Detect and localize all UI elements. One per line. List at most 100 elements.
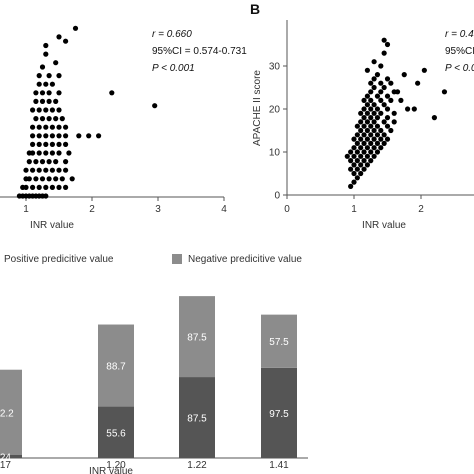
panel-a-point bbox=[43, 51, 49, 57]
bar-negative bbox=[0, 369, 22, 456]
panel-b-point bbox=[371, 153, 377, 159]
panel-a-point bbox=[46, 159, 52, 165]
panel-b-point bbox=[358, 170, 364, 177]
panel-a-point bbox=[26, 159, 32, 165]
panel-b-point bbox=[368, 158, 374, 164]
panel-a-x-axis-label: INR value bbox=[30, 220, 74, 231]
panel-b-point bbox=[348, 183, 354, 189]
panel-a-point bbox=[29, 150, 36, 156]
panel-a-point bbox=[76, 133, 82, 139]
panel-a-ci-stat: 95%CI = 0.574-0.731 bbox=[152, 46, 247, 57]
panel-a-point bbox=[56, 34, 62, 40]
panel-b-point bbox=[358, 162, 364, 168]
panel-b-point bbox=[364, 93, 370, 99]
panel-b-x-tick-label: 2 bbox=[418, 204, 424, 215]
panel-b-x-tick-label: 0 bbox=[284, 204, 290, 215]
panel-b-point bbox=[384, 115, 391, 121]
panel-a-point bbox=[63, 159, 69, 165]
panel-a-point bbox=[59, 116, 65, 122]
bar-negative-value: 57.5 bbox=[269, 337, 289, 348]
panel-b-point bbox=[388, 80, 394, 86]
panel-b-point bbox=[384, 106, 391, 112]
panel-b-point bbox=[384, 41, 391, 48]
panel-b-point bbox=[374, 93, 381, 99]
panel-b-point bbox=[361, 132, 367, 138]
panel-b-y-tick-label: 0 bbox=[274, 191, 280, 202]
panel-b-point bbox=[381, 84, 387, 91]
panel-b-point bbox=[348, 149, 354, 155]
bar-negative bbox=[179, 296, 215, 378]
bar-positive-value: .24 bbox=[0, 453, 11, 464]
panel-b-point bbox=[378, 97, 384, 103]
panel-b-point bbox=[388, 127, 394, 134]
legend-negative-swatch bbox=[172, 254, 182, 264]
panel-a-point bbox=[36, 107, 42, 113]
panel-a-point bbox=[66, 150, 72, 156]
panel-b-point bbox=[384, 136, 391, 142]
panel-a-point bbox=[49, 133, 56, 139]
panel-a-point bbox=[43, 141, 49, 147]
panel-b-point bbox=[364, 110, 370, 116]
panel-b-point bbox=[371, 145, 377, 151]
panel-a-point bbox=[23, 167, 29, 173]
panel-b-point bbox=[364, 136, 370, 142]
panel-b-point bbox=[398, 97, 404, 103]
panel-b-y-tick-label: 10 bbox=[269, 148, 281, 159]
panel-a-point bbox=[59, 176, 65, 182]
panel-b-point bbox=[364, 102, 370, 108]
panel-b-point bbox=[364, 127, 370, 134]
panel-b-point bbox=[371, 84, 377, 91]
panel-b-point bbox=[361, 149, 367, 155]
bar-positive bbox=[179, 377, 215, 458]
panel-b-point bbox=[371, 102, 377, 108]
panel-a-point bbox=[36, 141, 42, 147]
panel-a-point bbox=[43, 124, 49, 130]
panel-a-point bbox=[39, 116, 46, 122]
panel-a-point bbox=[53, 159, 59, 165]
panel-b-point bbox=[391, 110, 397, 116]
panel-b-point bbox=[384, 76, 391, 82]
panel-a-point bbox=[56, 107, 62, 113]
panel-a-point bbox=[46, 73, 52, 79]
panel-b-point bbox=[384, 123, 391, 129]
bar-positive-value: 55.6 bbox=[106, 428, 126, 439]
panel-b-point bbox=[371, 76, 377, 82]
panel-b-y-axis-label: APACHE II score bbox=[252, 70, 263, 146]
panel-a-point bbox=[56, 150, 62, 156]
panel-a-point bbox=[53, 176, 59, 182]
panel-b-point bbox=[401, 72, 407, 78]
panel-b-label: B bbox=[250, 1, 260, 17]
panel-b-point bbox=[381, 102, 387, 108]
panel-b-point bbox=[354, 149, 360, 155]
bar-negative-value: 87.5 bbox=[187, 333, 207, 344]
panel-b-point bbox=[374, 72, 381, 78]
panel-b-point bbox=[371, 110, 377, 116]
panel-b-point bbox=[361, 106, 367, 112]
panel-b-point bbox=[381, 50, 387, 56]
panel-b-point bbox=[368, 140, 374, 146]
panel-b-point bbox=[441, 89, 448, 95]
panel-b-point bbox=[431, 115, 437, 121]
panel-a-p-stat: P < 0.001 bbox=[152, 63, 195, 74]
panel-a-point bbox=[46, 116, 52, 122]
panel-b-point bbox=[351, 170, 357, 177]
panel-b-point bbox=[374, 149, 381, 155]
panel-b-point bbox=[374, 140, 381, 146]
panel-b-point bbox=[381, 140, 387, 146]
panel-a-x-tick-label: 2 bbox=[89, 204, 95, 215]
panel-b-x-tick-label: 1 bbox=[351, 204, 357, 215]
panel-b-point bbox=[415, 80, 421, 86]
panel-a-point bbox=[63, 184, 69, 190]
panel-b-point bbox=[374, 132, 381, 138]
panel-b-point bbox=[384, 93, 391, 99]
panel-b-ci-stat: 95%CI = 0. bbox=[445, 46, 474, 57]
panel-b-r-stat: r = 0.4 bbox=[445, 29, 474, 40]
panel-b-point bbox=[354, 175, 360, 181]
panel-b-point bbox=[368, 80, 374, 86]
panel-a-point bbox=[33, 98, 39, 104]
panel-a-point bbox=[63, 133, 69, 139]
panel-a-point bbox=[43, 107, 49, 113]
panel-a-point bbox=[43, 193, 49, 199]
panel-b-point bbox=[391, 119, 397, 125]
